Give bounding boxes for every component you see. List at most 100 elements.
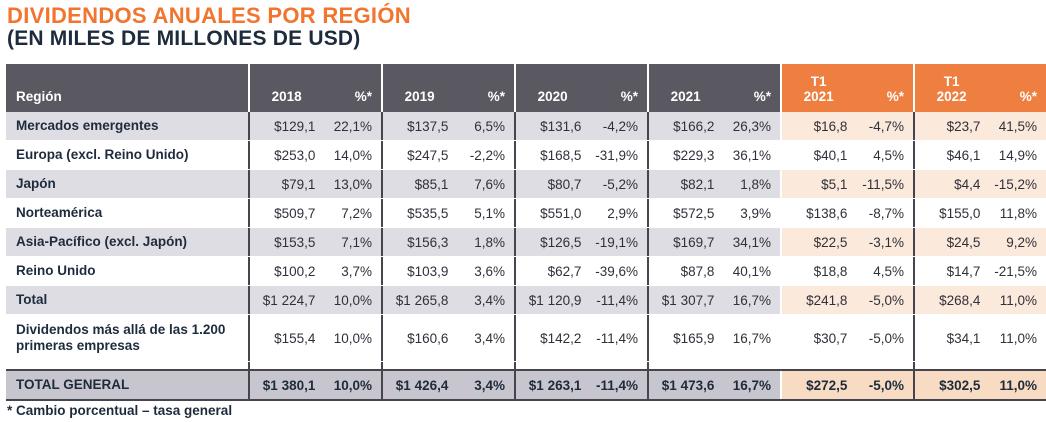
cell-value: $79,1 (281, 176, 316, 192)
cell-pct: 41,5% (998, 118, 1037, 134)
table-row: Mercados emergentes $129,1 22,1% $137,5 6,5%… (6, 112, 1046, 141)
cell-value: $62,7 (547, 263, 582, 279)
gap-group-cell (248, 362, 381, 369)
cell-pct: 7,6% (474, 176, 505, 192)
region-cell: Asia-Pacífico (excl. Japón) (6, 228, 248, 256)
cell-value: $126,5 (540, 234, 582, 250)
cell-pct: 11,8% (999, 205, 1037, 221)
value-group: $247,5 -2,2% (381, 141, 514, 169)
region-cell: Mercados emergentes (6, 112, 248, 140)
cell-value: $14,7 (946, 263, 981, 279)
cell-value: $509,7 (274, 205, 316, 221)
table-row: Dividendos más allá de las 1.200 primera… (6, 315, 1046, 362)
cell-pct: -39,6% (595, 263, 638, 279)
cell-pct: 26,3% (732, 118, 771, 134)
cell-value: $166,2 (673, 118, 715, 134)
cell-pct: -4,2% (602, 118, 638, 134)
column-group-header-2021: 2021 %* (647, 64, 780, 112)
value-group: $16,8 -4,7% (780, 112, 913, 140)
value-group: $156,3 1,8% (381, 228, 514, 256)
column-group-header-t1-2022: T1 2022 %* (913, 64, 1046, 112)
value-group: $138,6 -8,7% (780, 199, 913, 227)
cell-pct: 3,6% (474, 263, 505, 279)
gap-group-cell (514, 362, 647, 369)
column-header-label: 2021 (670, 88, 701, 104)
cell-pct: 40,1% (732, 263, 771, 279)
cell-pct: 3,9% (740, 205, 771, 221)
cell-pct: -2,2% (469, 147, 505, 163)
table-row: Europa (excl. Reino Unido) $253,0 14,0% $24… (6, 141, 1046, 170)
table-row: Asia-Pacífico (excl. Japón) $153,5 7,1% $15… (6, 228, 1046, 257)
cell-pct: -19,1% (595, 234, 638, 250)
value-group: $23,7 41,5% (913, 112, 1046, 140)
cell-pct: -31,9% (595, 147, 638, 163)
grand-total-value: $1 426,4 (395, 377, 449, 393)
cell-value: $131,6 (540, 118, 582, 134)
cell-pct: 3,4% (474, 330, 505, 346)
value-group: $87,8 40,1% (647, 257, 780, 285)
value-group: $137,5 6,5% (381, 112, 514, 140)
value-group: $46,1 14,9% (913, 141, 1046, 169)
cell-pct: 4,5% (873, 147, 904, 163)
value-group: $153,5 7,1% (248, 228, 381, 256)
value-group: $103,9 3,6% (381, 257, 514, 285)
grand-total-value: $272,5 (806, 377, 848, 393)
value-group: $509,7 7,2% (248, 199, 381, 227)
cell-value: $80,7 (547, 176, 582, 192)
value-group: $168,5 -31,9% (514, 141, 647, 169)
gap-group-cell (647, 362, 780, 369)
cell-pct: 3,4% (474, 292, 505, 308)
column-group-header-2020: 2020 %* (514, 64, 647, 112)
cell-pct: 22,1% (333, 118, 372, 134)
table-header-row: Región 2018 %* 2019 %* 2020 %* 2021 %* T1 2021 %* T… (6, 64, 1046, 112)
cell-pct: -5,2% (602, 176, 638, 192)
column-header-line2: 2021 (803, 88, 834, 104)
dividends-table: Región 2018 %* 2019 %* 2020 %* 2021 %* T1 2021 %* T… (6, 64, 1046, 401)
value-group: $165,9 16,7% (647, 315, 780, 361)
column-header-label: T1 2021 (782, 74, 855, 104)
grand-total-group: $1 426,4 3,4% (381, 371, 514, 399)
gap-group-cell (913, 362, 1046, 369)
cell-pct: 10,0% (333, 292, 372, 308)
value-group: $1 120,9 -11,4% (514, 286, 647, 314)
grand-total-value: $302,5 (939, 377, 981, 393)
cell-value: $22,5 (813, 234, 848, 250)
grand-total-group: $272,5 -5,0% (780, 371, 913, 399)
value-group: $5,1 -11,5% (780, 170, 913, 198)
cell-value: $137,5 (407, 118, 449, 134)
cell-pct: -21,5% (994, 263, 1037, 279)
gap-region-cell (6, 362, 248, 369)
gap-group-cell (381, 362, 514, 369)
cell-pct: 13,0% (333, 176, 372, 192)
cell-value: $1 307,7 (661, 292, 715, 308)
grand-total-pct: 3,4% (474, 377, 505, 393)
value-group: $572,5 3,9% (647, 199, 780, 227)
table-body: Mercados emergentes $129,1 22,1% $137,5 6,5%… (6, 112, 1046, 362)
cell-pct: 9,2% (1006, 234, 1037, 250)
grand-total-pct: 16,7% (732, 377, 771, 393)
value-group: $1 307,7 16,7% (647, 286, 780, 314)
grand-total-row: TOTAL GENERAL $1 380,1 10,0% $1 426,4 3,4% $1… (6, 369, 1046, 401)
cell-pct: 34,1% (732, 234, 771, 250)
region-cell: Dividendos más allá de las 1.200 primera… (16, 322, 226, 353)
cell-pct: -8,7% (868, 205, 904, 221)
cell-value: $1 120,9 (528, 292, 582, 308)
cell-pct: 2,9% (607, 205, 638, 221)
value-group: $241,8 -5,0% (780, 286, 913, 314)
cell-value: $155,0 (939, 205, 981, 221)
grand-total-pct: -11,4% (595, 377, 638, 393)
cell-pct: 3,7% (341, 263, 372, 279)
column-group-header-t1-2021: T1 2021 %* (780, 64, 913, 112)
cell-value: $23,7 (946, 118, 981, 134)
cell-value: $24,5 (946, 234, 981, 250)
cell-pct: 16,7% (732, 292, 771, 308)
pct-column-header: %* (1019, 89, 1037, 104)
cell-value: $551,0 (540, 205, 582, 221)
value-group: $22,5 -3,1% (780, 228, 913, 256)
value-group: $129,1 22,1% (248, 112, 381, 140)
cell-pct: 16,7% (732, 330, 771, 346)
table-row: Reino Unido $100,2 3,7% $103,9 3,6% $62,7 -39,… (6, 257, 1046, 286)
cell-value: $4,4 (954, 176, 981, 192)
column-header-label: T1 2022 (915, 74, 988, 104)
value-group: $1 265,8 3,4% (381, 286, 514, 314)
